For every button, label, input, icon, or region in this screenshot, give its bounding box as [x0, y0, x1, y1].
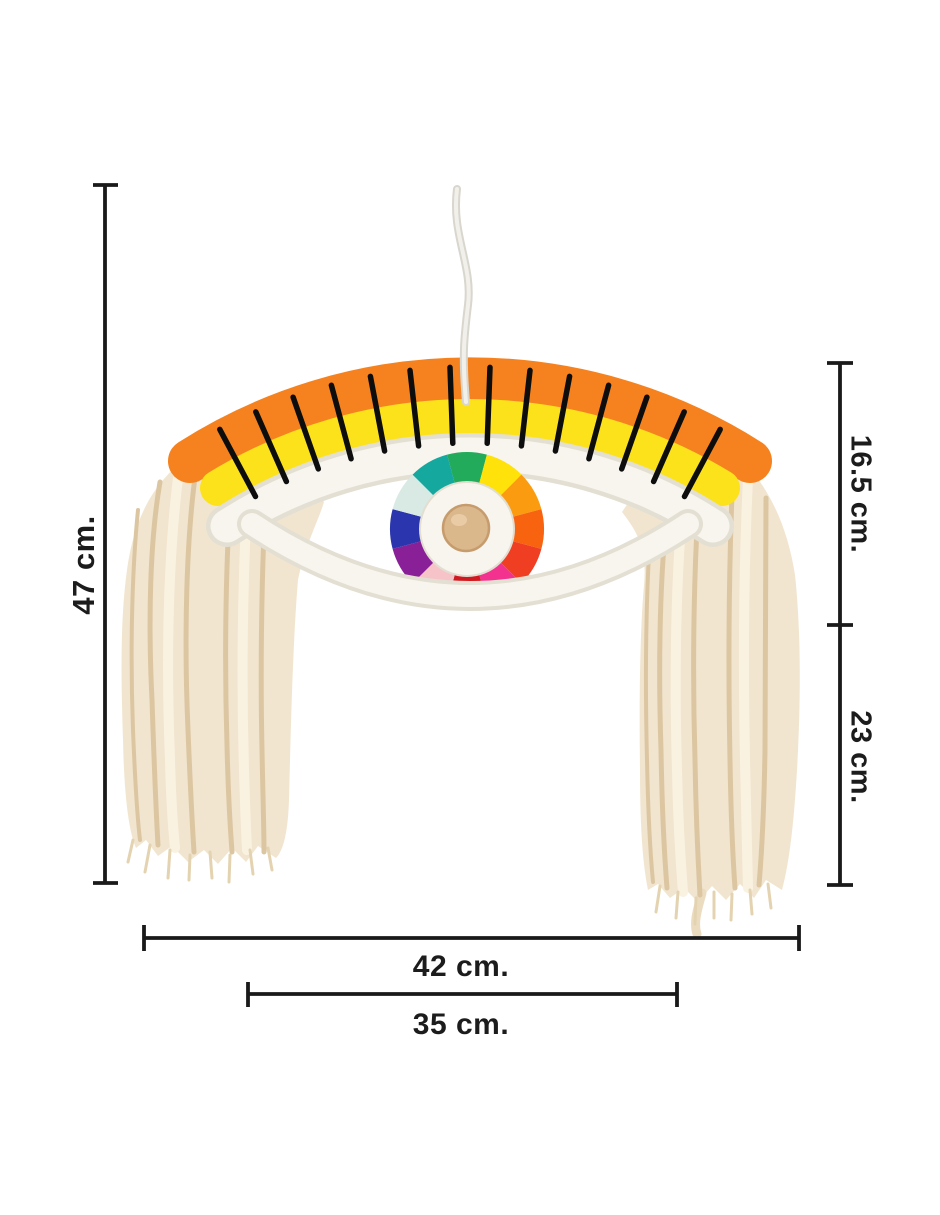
- stitch-mark: [447, 364, 456, 447]
- stitch-mark: [681, 426, 723, 500]
- stitch-mark: [618, 394, 650, 472]
- stitch-mark: [253, 409, 290, 485]
- tassel-left-strands: [129, 467, 269, 855]
- tassel-right-strands: [644, 467, 769, 898]
- eye-iris-wheel: [389, 451, 545, 607]
- dimension-label-total-height: 47 cm.: [66, 515, 101, 615]
- bead-highlight: [451, 514, 467, 526]
- dimension-line-width-inner: [246, 982, 679, 1007]
- dimension-label-total-width: 42 cm.: [412, 950, 510, 983]
- dimension-label-inner-width: 35 cm.: [412, 1008, 510, 1041]
- wheel-segment: [392, 474, 435, 518]
- dimension-label-lower-height: 23 cm.: [844, 710, 877, 804]
- stitch-mark: [407, 367, 422, 449]
- wheel-segment: [392, 540, 435, 584]
- hanging-cord-highlight: [454, 187, 471, 404]
- stitch-mark: [217, 426, 259, 500]
- stitch-mark: [484, 364, 493, 447]
- wheel-segment: [389, 509, 423, 549]
- tassel-right: [622, 458, 800, 939]
- dimension-line-height-sections: [827, 361, 853, 887]
- arc-band-orange: [168, 357, 772, 483]
- dimension-line-width-total: [142, 925, 801, 951]
- tassel-right-body: [622, 458, 800, 902]
- stitch-mark: [367, 373, 388, 454]
- dimension-line-height-total: [93, 183, 118, 885]
- wheel-segment: [447, 451, 487, 485]
- arc-band-yellow: [200, 399, 740, 506]
- stitch-mark: [328, 382, 354, 462]
- stitch-group: [217, 364, 723, 500]
- tassel-left-fringe: [126, 838, 274, 884]
- wheel-segment: [499, 540, 542, 584]
- wheel-segment: [511, 509, 545, 549]
- wheel-segment: [478, 454, 522, 497]
- wheel-segment: [499, 474, 542, 518]
- tassel-right-fringe: [654, 882, 773, 926]
- stitch-mark: [586, 382, 612, 462]
- stitch-mark: [290, 394, 322, 472]
- wooden-bead: [441, 503, 491, 553]
- lower-eyelid: [237, 509, 703, 611]
- wheel-segment: [412, 454, 456, 497]
- stitch-mark: [650, 409, 687, 485]
- dimension-lines: [93, 183, 853, 1007]
- lower-eyelid-rope: [241, 513, 699, 607]
- stitch-mark: [552, 373, 573, 454]
- dimension-label-upper-height: 16.5 cm.: [844, 434, 877, 554]
- hanging-cord: [452, 185, 473, 406]
- stitch-mark: [518, 367, 533, 449]
